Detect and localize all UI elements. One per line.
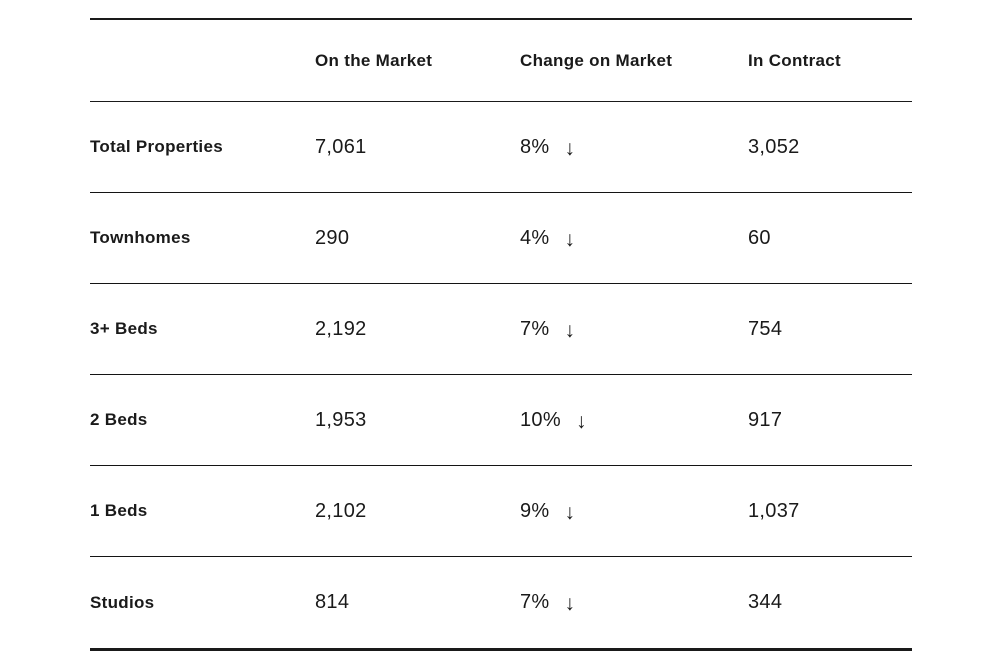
in-contract-value: 344	[748, 591, 783, 613]
on-market-value: 1,953	[315, 408, 367, 431]
table-header-row: On the Market Change on Market In Contra…	[90, 20, 912, 102]
in-contract-value: 917	[748, 408, 783, 431]
column-header-on-the-market: On the Market	[315, 50, 433, 70]
row-label: Total Properties	[90, 137, 223, 156]
table-row: 2 Beds 1,953 10% ↓ 917	[90, 375, 912, 466]
table-row: Studios 814 7% ↓ 344	[90, 557, 912, 648]
row-label: Townhomes	[90, 228, 191, 247]
change-on-market-cell: 7% ↓	[520, 318, 748, 341]
in-contract-value: 60	[748, 226, 771, 249]
in-contract-value: 1,037	[748, 499, 800, 522]
on-market-value: 290	[315, 226, 350, 249]
change-percent: 4%	[520, 226, 550, 249]
change-on-market-cell: 10% ↓	[520, 409, 748, 432]
row-label: 3+ Beds	[90, 319, 158, 338]
change-percent: 10%	[520, 408, 561, 431]
row-label: Studios	[90, 592, 155, 612]
on-market-value: 814	[315, 591, 350, 613]
change-percent: 8%	[520, 135, 550, 158]
row-label: 2 Beds	[90, 410, 148, 429]
table-row: 3+ Beds 2,192 7% ↓ 754	[90, 284, 912, 375]
in-contract-value: 3,052	[748, 135, 800, 158]
change-percent: 7%	[520, 591, 550, 613]
down-arrow-icon: ↓	[564, 500, 576, 524]
table-row: 1 Beds 2,102 9% ↓ 1,037	[90, 466, 912, 557]
change-on-market-cell: 4% ↓	[520, 227, 748, 250]
on-market-value: 7,061	[315, 135, 367, 158]
table-row: Townhomes 290 4% ↓ 60	[90, 193, 912, 284]
change-percent: 9%	[520, 499, 550, 522]
change-on-market-cell: 7% ↓	[520, 591, 748, 614]
down-arrow-icon: ↓	[575, 409, 587, 433]
in-contract-value: 754	[748, 317, 783, 340]
on-market-value: 2,102	[315, 499, 367, 522]
column-header-change-on-market: Change on Market	[520, 50, 673, 70]
down-arrow-icon: ↓	[564, 318, 576, 342]
row-label: 1 Beds	[90, 501, 148, 520]
down-arrow-icon: ↓	[564, 136, 576, 160]
down-arrow-icon: ↓	[564, 227, 576, 251]
table-row: Total Properties 7,061 8% ↓ 3,052	[90, 102, 912, 193]
market-stats-table: On the Market Change on Market In Contra…	[90, 18, 912, 651]
on-market-value: 2,192	[315, 317, 367, 340]
change-on-market-cell: 9% ↓	[520, 500, 748, 523]
change-percent: 7%	[520, 317, 550, 340]
down-arrow-icon: ↓	[564, 592, 576, 615]
change-on-market-cell: 8% ↓	[520, 136, 748, 159]
column-header-in-contract: In Contract	[748, 50, 842, 70]
